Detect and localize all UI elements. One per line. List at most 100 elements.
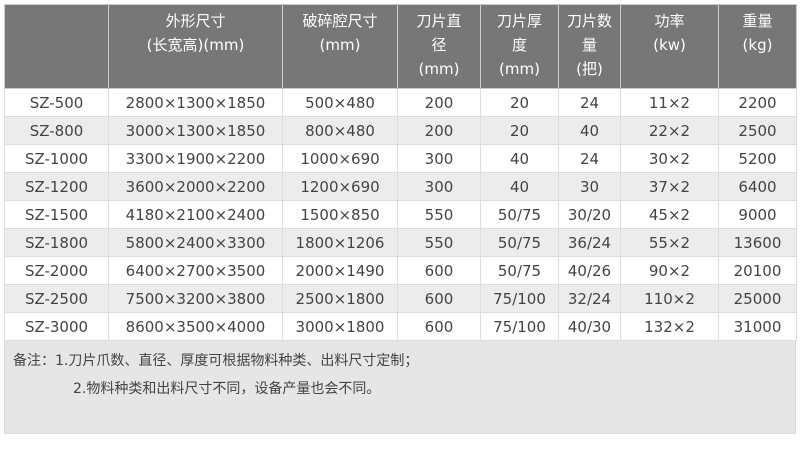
table-cell: 3300×1900×2200 (108, 144, 283, 173)
table-cell: SZ-2000 (4, 256, 109, 285)
table-cell: 2200 (718, 88, 797, 117)
table-cell: 1800×1206 (282, 228, 398, 257)
table-cell: 2800×1300×1850 (108, 88, 283, 117)
table-cell: SZ-500 (4, 88, 109, 117)
header-text: (mm) (499, 60, 540, 78)
table-cell: 75/100 (480, 312, 559, 341)
table-cell: 1500×850 (282, 200, 398, 229)
table-cell: 20 (480, 116, 559, 145)
table-cell: 600 (397, 312, 481, 341)
table-cell: SZ-1800 (4, 228, 109, 257)
table-cell: 31000 (718, 312, 797, 341)
table-cell: SZ-3000 (4, 312, 109, 341)
table-cell: 50/75 (480, 256, 559, 285)
table-cell: 8600×3500×4000 (108, 312, 283, 341)
column-header: 刀片直径 (mm) (397, 4, 481, 89)
table-cell: 40/30 (558, 312, 621, 341)
header-text: 外形尺寸 (165, 12, 226, 30)
table-cell: 90×2 (620, 256, 719, 285)
column-header: 刀片数量 (把) (558, 4, 621, 89)
header-text: (kg) (742, 36, 773, 54)
table-cell: 2000×1490 (282, 256, 398, 285)
table-cell: 50/75 (480, 228, 559, 257)
table-cell: 30/20 (558, 200, 621, 229)
table-cell: 2500 (718, 116, 797, 145)
column-header: 重量 (kg) (718, 4, 797, 89)
table-cell: 200 (397, 116, 481, 145)
header-text: 破碎腔尺寸 (302, 12, 378, 30)
table-cell: 40/26 (558, 256, 621, 285)
table-cell: 3600×2000×2200 (108, 172, 283, 201)
table-cell: 40 (480, 144, 559, 173)
table-cell: 550 (397, 200, 481, 229)
table-cell: 600 (397, 284, 481, 313)
table-cell: 22×2 (620, 116, 719, 145)
table-cell: 200 (397, 88, 481, 117)
column-header: 外形尺寸 (长宽高)(mm) (108, 4, 283, 89)
table-row: SZ-800 3000×1300×1850 800×480 200 20 40 22×2 25… (4, 116, 797, 145)
table-cell: 1000×690 (282, 144, 398, 173)
table-cell: 50/75 (480, 200, 559, 229)
column-header: 功率 (kw) (620, 4, 719, 89)
table-cell: 5200 (718, 144, 797, 173)
header-text: 径 (431, 36, 447, 54)
table-cell: SZ-800 (4, 116, 109, 145)
header-text: (长宽高)(mm) (146, 36, 245, 54)
table-cell: SZ-2500 (4, 284, 109, 313)
table-cell: 40 (480, 172, 559, 201)
table-cell: 13600 (718, 228, 797, 257)
table-cell: SZ-1000 (4, 144, 109, 173)
table-cell: 36/24 (558, 228, 621, 257)
table-cell: 37×2 (620, 172, 719, 201)
header-text: 度 (511, 36, 527, 54)
table-cell: 30×2 (620, 144, 719, 173)
table-cell: 800×480 (282, 116, 398, 145)
column-header: 破碎腔尺寸 (mm) (282, 4, 398, 89)
header-text: 刀片厚 (496, 12, 542, 30)
header-text: 功率 (654, 12, 685, 30)
header-text: (kw) (653, 36, 686, 54)
table-cell: 11×2 (620, 88, 719, 117)
table-cell: 3000×1800 (282, 312, 398, 341)
table-cell: 6400 (718, 172, 797, 201)
table-cell: 24 (558, 88, 621, 117)
header-row: 外形尺寸 (长宽高)(mm) 破碎腔尺寸 (mm) 刀片直径 (mm) 刀片厚度 (mm) 刀片… (4, 4, 797, 89)
remark-line-1: 备注：1.刀片爪数、直径、厚度可根据物料种类、出料尺寸定制； (13, 353, 419, 369)
table-cell: 75/100 (480, 284, 559, 313)
table-cell: 45×2 (620, 200, 719, 229)
table-row: SZ-1800 5800×2400×3300 1800×1206 550 50/75 36… (4, 228, 797, 257)
table-cell: 20 (480, 88, 559, 117)
table-cell: 7500×3200×3800 (108, 284, 283, 313)
table-cell: 3000×1300×1850 (108, 116, 283, 145)
table-cell: 32/24 (558, 284, 621, 313)
header-text: (把) (576, 60, 603, 78)
table-row: SZ-1500 4180×2100×2400 1500×850 550 50/75 30/… (4, 200, 797, 229)
table-cell: 550 (397, 228, 481, 257)
table-row: SZ-500 2800×1300×1850 500×480 200 20 24 11×2 22… (4, 88, 797, 117)
table-row: SZ-1000 3300×1900×2200 1000×690 300 40 24 30×2… (4, 144, 797, 173)
table-cell: 30 (558, 172, 621, 201)
table-cell: 4180×2100×2400 (108, 200, 283, 229)
table-cell: 300 (397, 144, 481, 173)
table-cell: 5800×2400×3300 (108, 228, 283, 257)
header-text: (mm) (418, 60, 460, 78)
table-row: SZ-2000 6400×2700×3500 2000×1490 600 50/75 40… (4, 256, 797, 285)
table-cell: 6400×2700×3500 (108, 256, 283, 285)
spec-table-container: 外形尺寸 (长宽高)(mm) 破碎腔尺寸 (mm) 刀片直径 (mm) 刀片厚度 (mm) 刀片… (4, 4, 797, 434)
table-row: SZ-3000 8600×3500×4000 3000×1800 600 75/100 4… (4, 312, 797, 341)
remarks: 备注：1.刀片爪数、直径、厚度可根据物料种类、出料尺寸定制； 2.物料种类和出料… (4, 341, 796, 434)
table-cell: 2500×1800 (282, 284, 398, 313)
header-text: 刀片直 (416, 12, 462, 30)
table-cell: 300 (397, 172, 481, 201)
table-row: SZ-1200 3600×2000×2200 1200×690 300 40 30 37×2… (4, 172, 797, 201)
header-text: (mm) (319, 36, 361, 54)
table-cell: 1200×690 (282, 172, 398, 201)
header-text: 刀片数量 (566, 12, 612, 54)
table-cell: 25000 (718, 284, 797, 313)
table-cell: 500×480 (282, 88, 398, 117)
table-cell: SZ-1200 (4, 172, 109, 201)
table-cell: 132×2 (620, 312, 719, 341)
table-row: SZ-2500 7500×3200×3800 2500×1800 600 75/100 3… (4, 284, 797, 313)
table-cell: 40 (558, 116, 621, 145)
table-cell: 600 (397, 256, 481, 285)
